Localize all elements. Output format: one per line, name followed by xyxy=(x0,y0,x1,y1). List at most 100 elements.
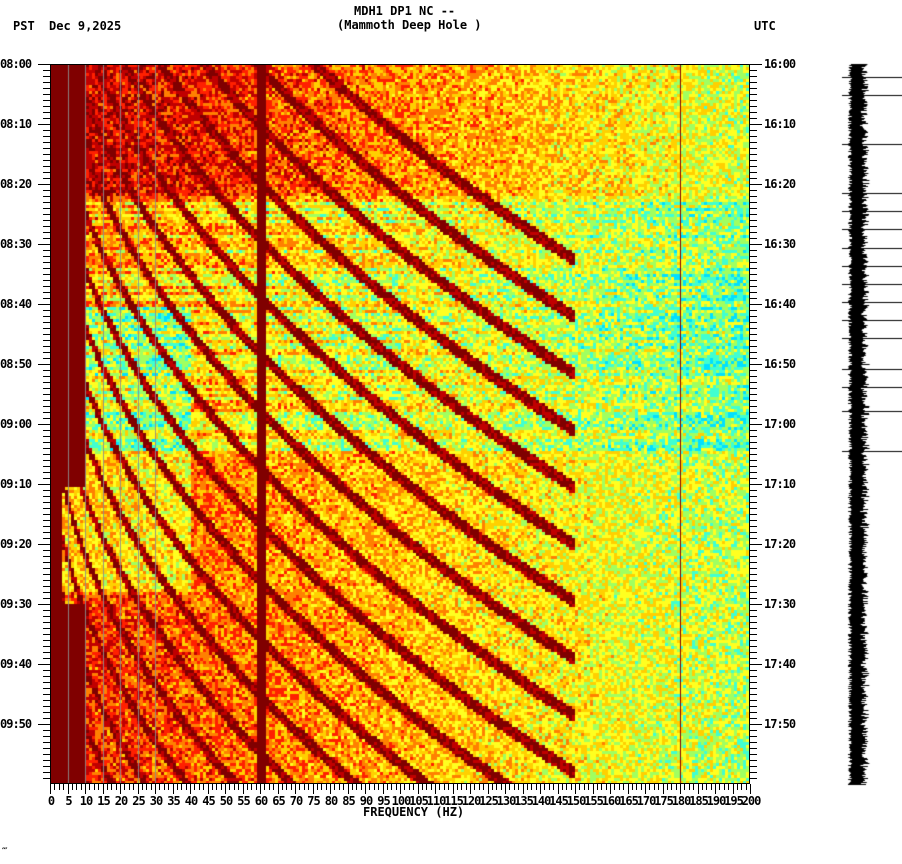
x-tick-label: 180 xyxy=(671,794,692,808)
x-minor-tick xyxy=(562,784,563,790)
x-minor-tick xyxy=(571,784,572,790)
x-minor-tick xyxy=(129,784,130,790)
left-minor-tick xyxy=(43,220,50,221)
x-minor-tick xyxy=(601,784,602,790)
right-time-label: 17:30 xyxy=(764,597,796,611)
x-minor-tick xyxy=(518,784,519,790)
x-minor-tick xyxy=(413,784,414,790)
right-minor-tick xyxy=(750,298,757,299)
x-tick-label: 125 xyxy=(479,794,499,808)
left-time-label: 08:30 xyxy=(0,237,32,251)
x-minor-tick xyxy=(426,784,427,790)
left-minor-tick xyxy=(43,274,50,275)
left-minor-tick xyxy=(43,514,50,515)
right-major-tick xyxy=(750,604,762,605)
x-minor-tick xyxy=(422,784,423,790)
left-minor-tick xyxy=(43,694,50,695)
x-minor-tick xyxy=(317,784,318,790)
x-major-tick xyxy=(50,784,51,794)
left-minor-tick xyxy=(43,466,50,467)
left-minor-tick xyxy=(43,712,50,713)
right-minor-tick xyxy=(750,382,757,383)
right-minor-tick xyxy=(750,586,757,587)
x-major-tick xyxy=(383,784,384,794)
right-minor-tick xyxy=(750,394,757,395)
x-major-tick xyxy=(645,784,646,794)
x-major-tick xyxy=(330,784,331,794)
x-major-tick xyxy=(488,784,489,794)
x-tick-label: 160 xyxy=(601,794,622,808)
right-minor-tick xyxy=(750,94,757,95)
right-minor-tick xyxy=(750,310,757,311)
right-major-tick xyxy=(750,424,762,425)
x-tick-label: 135 xyxy=(514,794,534,808)
x-minor-tick xyxy=(741,784,742,790)
right-minor-tick xyxy=(750,154,757,155)
right-minor-tick xyxy=(750,280,757,281)
left-minor-tick xyxy=(43,154,50,155)
right-minor-tick xyxy=(750,502,757,503)
right-minor-tick xyxy=(750,748,757,749)
right-minor-tick xyxy=(750,610,757,611)
left-minor-tick xyxy=(43,328,50,329)
left-minor-tick xyxy=(43,556,50,557)
right-major-tick xyxy=(750,724,762,725)
x-minor-tick xyxy=(531,784,532,790)
x-minor-tick xyxy=(199,784,200,790)
right-minor-tick xyxy=(750,208,757,209)
x-tick-label: 95 xyxy=(377,794,390,808)
x-minor-tick xyxy=(194,784,195,790)
right-minor-tick xyxy=(750,508,757,509)
right-minor-tick xyxy=(750,406,757,407)
right-minor-tick xyxy=(750,472,757,473)
x-major-tick xyxy=(313,784,314,794)
x-minor-tick xyxy=(321,784,322,790)
seismogram-trace xyxy=(838,60,902,790)
right-major-tick xyxy=(750,544,762,545)
x-minor-tick xyxy=(282,784,283,790)
x-major-tick xyxy=(138,784,139,794)
x-major-tick xyxy=(120,784,121,794)
right-minor-tick xyxy=(750,106,757,107)
right-minor-tick xyxy=(750,346,757,347)
x-tick-label: 190 xyxy=(706,794,727,808)
x-minor-tick xyxy=(724,784,725,790)
right-minor-tick xyxy=(750,682,757,683)
left-minor-tick xyxy=(43,238,50,239)
left-minor-tick xyxy=(43,490,50,491)
right-minor-tick xyxy=(750,328,757,329)
right-minor-tick xyxy=(750,526,757,527)
left-minor-tick xyxy=(43,562,50,563)
left-minor-tick xyxy=(43,532,50,533)
left-minor-tick xyxy=(43,622,50,623)
x-tick-label: 105 xyxy=(409,794,429,808)
x-minor-tick xyxy=(509,784,510,790)
left-major-tick xyxy=(38,544,50,545)
left-minor-tick xyxy=(43,628,50,629)
right-minor-tick xyxy=(750,670,757,671)
x-minor-tick xyxy=(151,784,152,790)
x-major-tick xyxy=(103,784,104,794)
x-minor-tick xyxy=(711,784,712,790)
x-minor-tick xyxy=(168,784,169,790)
left-time-label: 09:00 xyxy=(0,417,32,431)
right-minor-tick xyxy=(750,436,757,437)
x-minor-tick xyxy=(636,784,637,790)
left-minor-tick xyxy=(43,460,50,461)
right-minor-tick xyxy=(750,760,757,761)
x-minor-tick xyxy=(597,784,598,790)
left-minor-tick xyxy=(43,88,50,89)
left-minor-tick xyxy=(43,586,50,587)
x-major-tick xyxy=(435,784,436,794)
left-minor-tick xyxy=(43,358,50,359)
left-minor-tick xyxy=(43,526,50,527)
x-minor-tick xyxy=(334,784,335,790)
right-time-label: 16:50 xyxy=(764,357,796,371)
x-minor-tick xyxy=(378,784,379,790)
left-minor-tick xyxy=(43,706,50,707)
x-minor-tick xyxy=(59,784,60,790)
left-minor-tick xyxy=(43,106,50,107)
x-minor-tick xyxy=(251,784,252,790)
left-major-tick xyxy=(38,364,50,365)
left-minor-tick xyxy=(43,550,50,551)
